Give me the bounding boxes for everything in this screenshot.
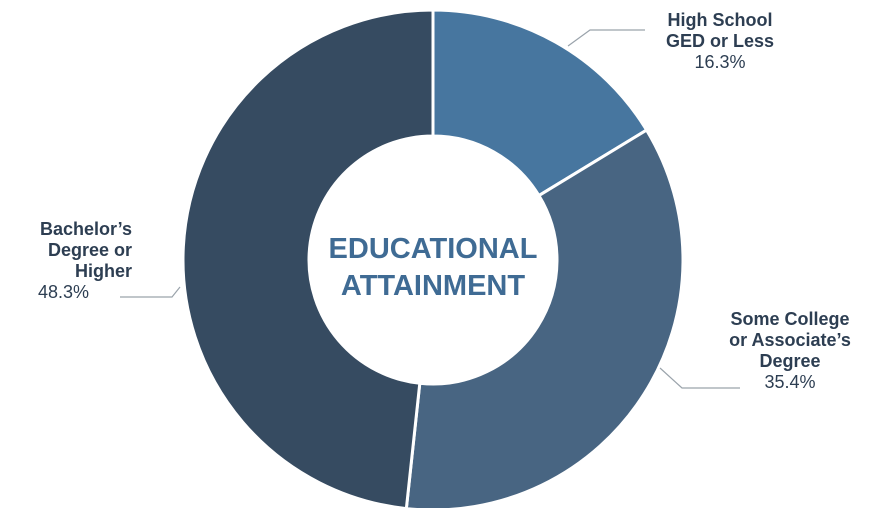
leader-lines (120, 29, 740, 389)
donut-segments (181, 8, 685, 508)
slice-value-label: 16.3% (694, 52, 746, 72)
slice-label-line: High School (667, 10, 773, 30)
slice-label-high-school: High School GED or Less 16.3% (650, 10, 790, 73)
slice-label-line: GED or Less (665, 31, 775, 51)
center-title-line-1: EDUCATIONAL (329, 233, 538, 265)
leader-line-some-college (659, 367, 740, 389)
slice-label-line: Bachelor’s (39, 219, 132, 239)
slice-label-line: Higher (74, 261, 132, 281)
slice-value-label: 48.3% (38, 282, 90, 302)
slice-label-line: Degree or (47, 240, 132, 260)
slice-value-label: 35.4% (764, 372, 816, 392)
slice-label-line: Degree (759, 351, 821, 371)
slice-label-bachelors: Bachelor’s Degree or Higher 48.3% (4, 219, 132, 303)
slice-label-line: or Associate’s (729, 330, 851, 350)
segment-bachelors (181, 8, 435, 508)
center-title-line-2: ATTAINMENT (341, 270, 525, 302)
slice-label-some-college: Some College or Associate’s Degree 35.4% (710, 309, 870, 393)
slice-label-line: Some College (730, 309, 850, 329)
segment-high-school (431, 8, 649, 198)
leader-line-high-school (567, 29, 645, 47)
leader-line-bachelors (120, 286, 181, 298)
